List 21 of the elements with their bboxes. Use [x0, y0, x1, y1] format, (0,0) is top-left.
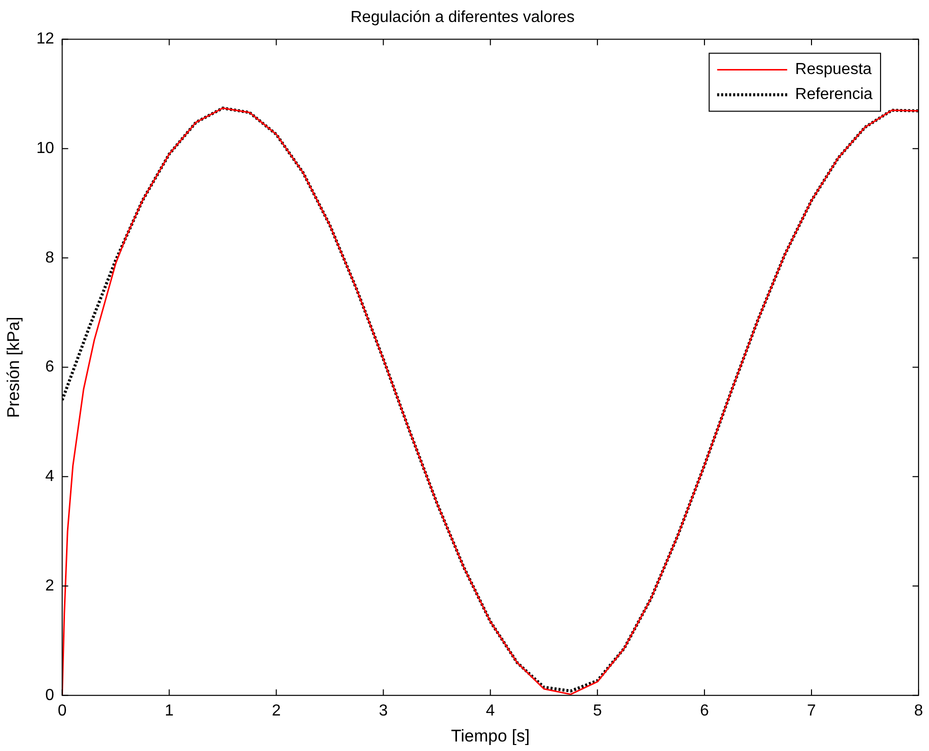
x-tick-label: 4: [486, 702, 495, 720]
y-tick-label: 4: [45, 468, 54, 486]
x-tick-label: 3: [378, 702, 388, 720]
x-tick-label: 1: [164, 702, 174, 720]
x-tick-label: 6: [700, 702, 710, 720]
y-axis-title: Presión [kPa]: [4, 316, 23, 418]
x-tick-label: 0: [58, 702, 67, 720]
legend-label: Respuesta: [795, 61, 872, 78]
x-tick-label: 5: [592, 702, 602, 720]
chart-title: Regulación a diferentes valores: [350, 9, 575, 26]
y-tick-label: 8: [45, 249, 54, 266]
y-tick-label: 12: [36, 30, 54, 48]
y-tick-label: 6: [45, 358, 54, 376]
y-tick-label: 10: [36, 140, 54, 157]
x-tick-label: 7: [807, 702, 816, 720]
x-tick-label: 8: [914, 702, 924, 720]
x-axis-title: Tiempo [s]: [451, 726, 530, 746]
x-tick-label: 2: [272, 702, 281, 720]
y-tick-label: 2: [45, 577, 54, 594]
y-tick-label: 0: [45, 686, 54, 704]
legend-label: Referencia: [795, 86, 873, 104]
